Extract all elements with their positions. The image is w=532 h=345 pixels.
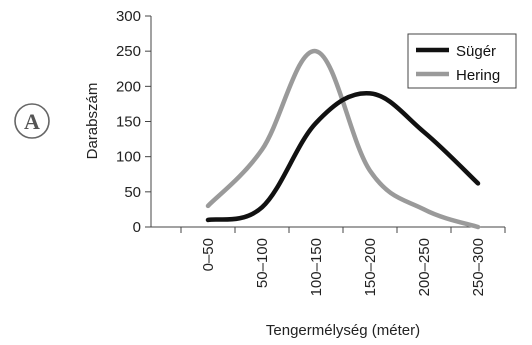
legend-label: Hering	[456, 67, 500, 84]
y-tick-label: 50	[124, 184, 141, 201]
series-line-hering	[205, 48, 481, 230]
series-lines	[205, 48, 481, 230]
panel-badge-circle	[14, 103, 50, 139]
y-tick-label: 300	[116, 8, 141, 25]
y-tick-label: 100	[116, 149, 141, 166]
panel-badge: A	[14, 103, 50, 139]
x-tick-label: 250–300	[470, 238, 487, 296]
x-axis-title: Tengermélység (méter)	[266, 322, 420, 339]
x-tick-label: 50–100	[254, 238, 271, 288]
x-tick-label: 200–250	[416, 238, 433, 296]
y-axis-title: Darabszám	[84, 83, 101, 160]
series-line-sügér	[205, 91, 481, 223]
y-tick-label: 0	[133, 219, 141, 236]
x-tick-label: 150–200	[362, 238, 379, 296]
y-tick-label: 150	[116, 114, 141, 131]
legend-box	[407, 33, 517, 89]
y-axis-ticks: 0 50 100 150 200 250 300	[116, 8, 151, 236]
legend-label: Sügér	[456, 43, 496, 60]
legend: Sügér Hering	[407, 33, 517, 89]
x-axis-ticks: 0–50 50–100 100–150 150–200 200–250 250–300	[180, 227, 506, 296]
y-tick-label: 250	[116, 43, 141, 60]
panel-letter: A	[24, 109, 40, 134]
x-tick-label: 0–50	[200, 238, 217, 271]
x-tick-label: 100–150	[308, 238, 325, 296]
y-tick-label: 200	[116, 78, 141, 95]
